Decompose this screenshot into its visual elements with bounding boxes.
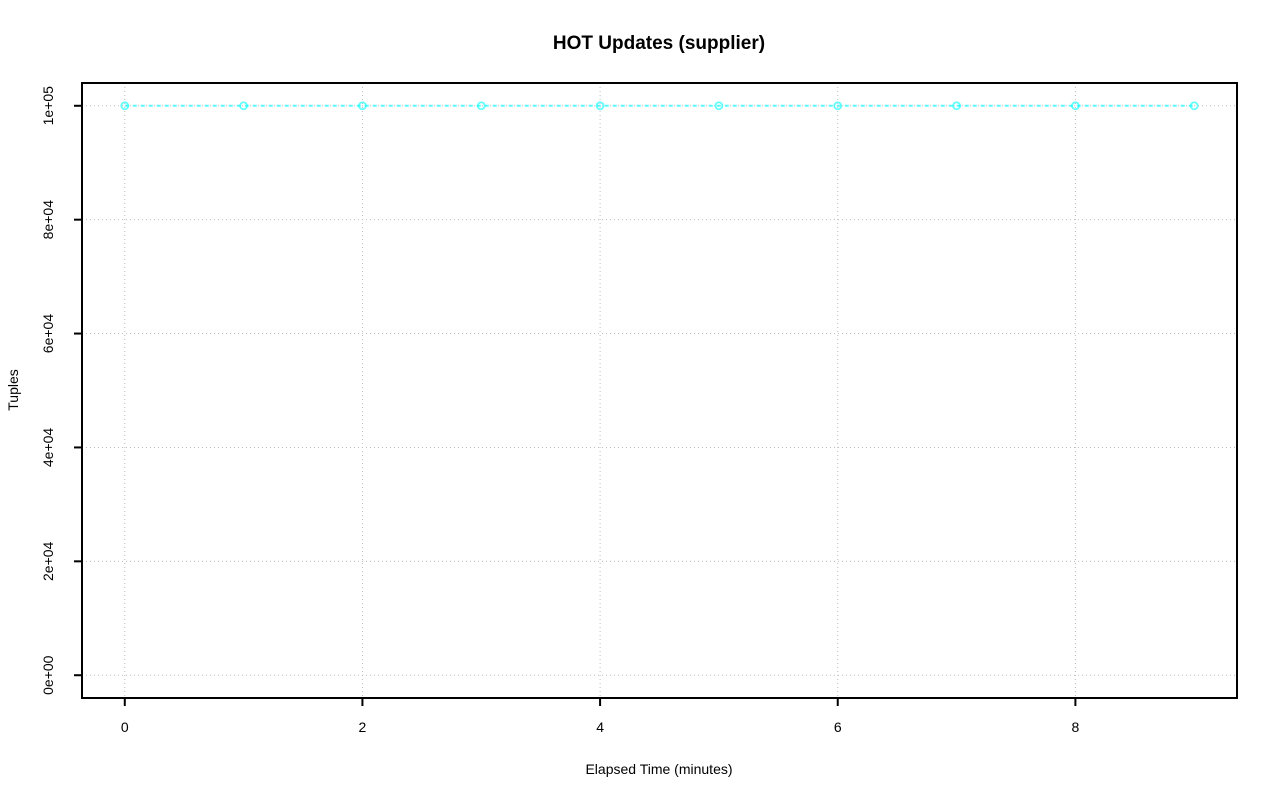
- y-axis-ticks: 0e+00 2e+04 4e+04 6e+04 8e+04 1e+05: [40, 86, 81, 695]
- data-point: [239, 101, 249, 111]
- data-point: [476, 101, 486, 111]
- chart-title: HOT Updates (supplier): [553, 33, 765, 54]
- data-point: [714, 101, 724, 111]
- x-axis-label: Elapsed Time (minutes): [585, 761, 732, 777]
- y-tick-label: 1e+05: [40, 86, 56, 126]
- plot-area-border: [81, 82, 1238, 699]
- data-point: [952, 101, 961, 111]
- x-axis-ticks: 0 2 4 6 8: [121, 699, 1079, 735]
- data-point: [595, 101, 605, 111]
- data-point: [1070, 101, 1080, 111]
- y-tick-label: 0e+00: [40, 655, 56, 695]
- y-tick-label: 8e+04: [40, 200, 56, 240]
- y-tick-label: 2e+04: [40, 541, 56, 581]
- data-point: [358, 101, 367, 111]
- x-tick-label: 0: [121, 719, 129, 735]
- data-point: [833, 101, 843, 111]
- data-point: [120, 101, 130, 111]
- x-tick-label: 6: [834, 719, 842, 735]
- gridlines: [82, 83, 1237, 698]
- data-series: [120, 101, 1199, 111]
- x-tick-label: 8: [1071, 719, 1079, 735]
- x-tick-label: 2: [359, 719, 367, 735]
- x-tick-label: 4: [596, 719, 604, 735]
- y-axis-label: Tuples: [5, 369, 21, 411]
- y-tick-label: 4e+04: [40, 428, 56, 468]
- y-tick-label: 6e+04: [40, 314, 56, 354]
- data-point: [1189, 101, 1199, 111]
